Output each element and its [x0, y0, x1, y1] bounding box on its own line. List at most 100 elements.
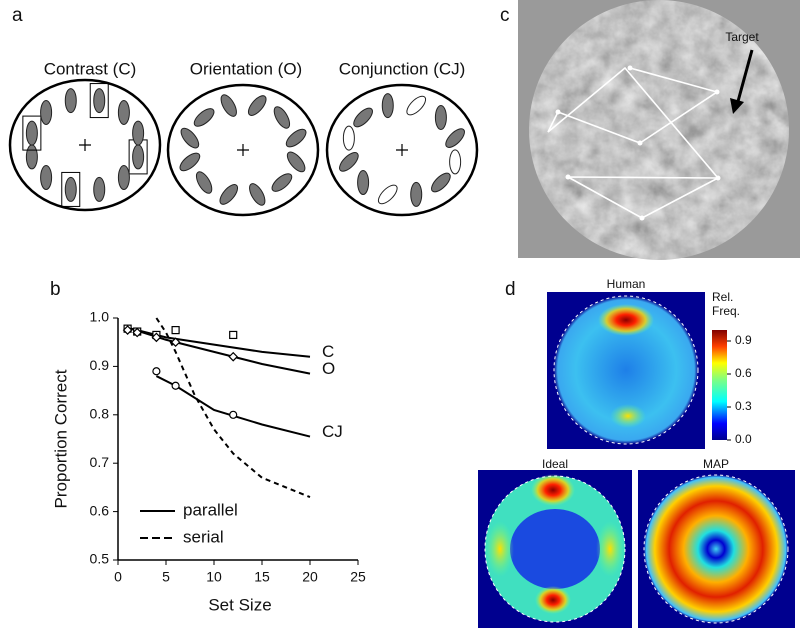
x-tick-label: 10 — [206, 569, 222, 585]
panel-b: Set Size Proportion Correct 0 5 10 15 20 25 0.… — [51, 309, 366, 615]
x-tick-label: 25 — [350, 569, 366, 585]
heatmap — [478, 470, 632, 628]
stimulus — [285, 128, 307, 148]
colorbar-tick-label: 0.9 — [735, 333, 752, 347]
data-point — [152, 367, 161, 376]
stimulus — [381, 93, 394, 119]
heatmap — [547, 292, 705, 449]
stimulus — [342, 125, 355, 151]
stimulus — [377, 184, 398, 205]
stimulus — [286, 151, 306, 173]
data-point — [151, 332, 162, 343]
stimulus — [64, 176, 77, 202]
stimulus — [132, 144, 145, 170]
map-title: MAP — [703, 457, 729, 471]
stimulus — [180, 127, 200, 149]
data-point — [122, 325, 133, 335]
stimulus — [193, 108, 215, 127]
fixation-cross — [79, 139, 91, 151]
stimulus — [64, 88, 77, 114]
y-tick-label: 0.6 — [90, 502, 110, 518]
legend-label: serial — [183, 527, 224, 546]
data-point — [229, 410, 238, 419]
y-tick-label: 1.0 — [90, 309, 110, 325]
stimulus — [220, 94, 237, 117]
colorbar-tick-label: 0.6 — [735, 366, 752, 380]
fixation-cross — [396, 144, 408, 156]
y-tick-label: 0.5 — [90, 551, 110, 567]
data-point — [171, 381, 180, 390]
stimulus — [410, 181, 423, 207]
cue-box — [61, 171, 81, 207]
panel-label: a — [12, 5, 23, 26]
stimulus — [431, 172, 451, 193]
stimulus — [132, 120, 145, 146]
series-line — [155, 375, 311, 438]
stimulus — [40, 99, 53, 125]
data-point — [228, 351, 239, 362]
condition-title: Contrast (C) — [44, 59, 137, 78]
panel-d: Human Ideal MAP Rel. Freq. 0.0 0.3 0.6 0.9 — [478, 277, 795, 628]
legend-label: parallel — [183, 500, 238, 519]
stimulus — [219, 184, 239, 205]
map-title: Ideal — [542, 457, 568, 471]
x-tick-label: 5 — [162, 569, 170, 585]
stimulus — [445, 128, 465, 148]
data-point — [229, 330, 238, 340]
stimulus — [353, 107, 373, 128]
panel-label: c — [500, 5, 510, 26]
condition-title: Orientation (O) — [190, 59, 302, 78]
stimulus — [339, 152, 359, 172]
stimulus — [93, 176, 106, 202]
cue-box — [22, 115, 42, 151]
data-point — [171, 326, 180, 335]
stimulus — [117, 165, 130, 191]
fixation-points — [555, 65, 721, 221]
colorbar-tick-label: 0.3 — [735, 399, 752, 413]
stimulus — [25, 120, 38, 146]
y-axis-label: Proportion Correct — [51, 369, 70, 508]
heatmap — [638, 470, 795, 628]
stimulus — [406, 95, 427, 116]
panel-label: b — [50, 279, 61, 300]
data-point — [132, 327, 143, 338]
series-line — [155, 317, 311, 499]
panel-c: Target — [518, 0, 800, 260]
colorbar-tick-label: 0.0 — [735, 432, 752, 446]
arrow — [735, 49, 754, 106]
stimulus — [357, 170, 370, 196]
colorbar-fill — [712, 330, 727, 440]
y-tick-label: 0.7 — [90, 454, 110, 470]
data-point — [170, 337, 181, 348]
fixation-cross — [237, 144, 249, 156]
stimulus — [195, 171, 213, 194]
display-circle — [166, 83, 320, 217]
x-tick-label: 0 — [114, 569, 122, 585]
series-label: C — [322, 342, 334, 361]
fixation-path — [547, 66, 720, 219]
stimulus — [40, 165, 53, 191]
x-tick-label: 20 — [302, 569, 318, 585]
map-title: Human — [607, 277, 646, 291]
series-label: CJ — [322, 422, 343, 441]
arrow-head — [730, 98, 744, 114]
stimulus — [449, 149, 462, 175]
series-label: O — [322, 359, 335, 378]
condition-title: Conjunction (CJ) — [339, 59, 466, 78]
display-circle — [8, 78, 162, 212]
panel-label: d — [505, 279, 516, 300]
stimulus — [273, 106, 291, 129]
stimulus — [271, 173, 293, 192]
stimulus — [249, 183, 266, 206]
panel-a: Contrast (C) Orientation (O) Conjunction… — [8, 59, 479, 217]
stimulus — [117, 99, 130, 125]
stimulus — [247, 95, 267, 116]
stimulus — [179, 152, 201, 172]
stimulus — [434, 104, 447, 130]
cue-box — [89, 83, 109, 119]
annotation: Target — [725, 30, 759, 44]
display-circle — [325, 83, 479, 217]
colorbar-label: Rel. Freq. — [712, 290, 740, 318]
x-axis-label: Set Size — [208, 595, 271, 614]
